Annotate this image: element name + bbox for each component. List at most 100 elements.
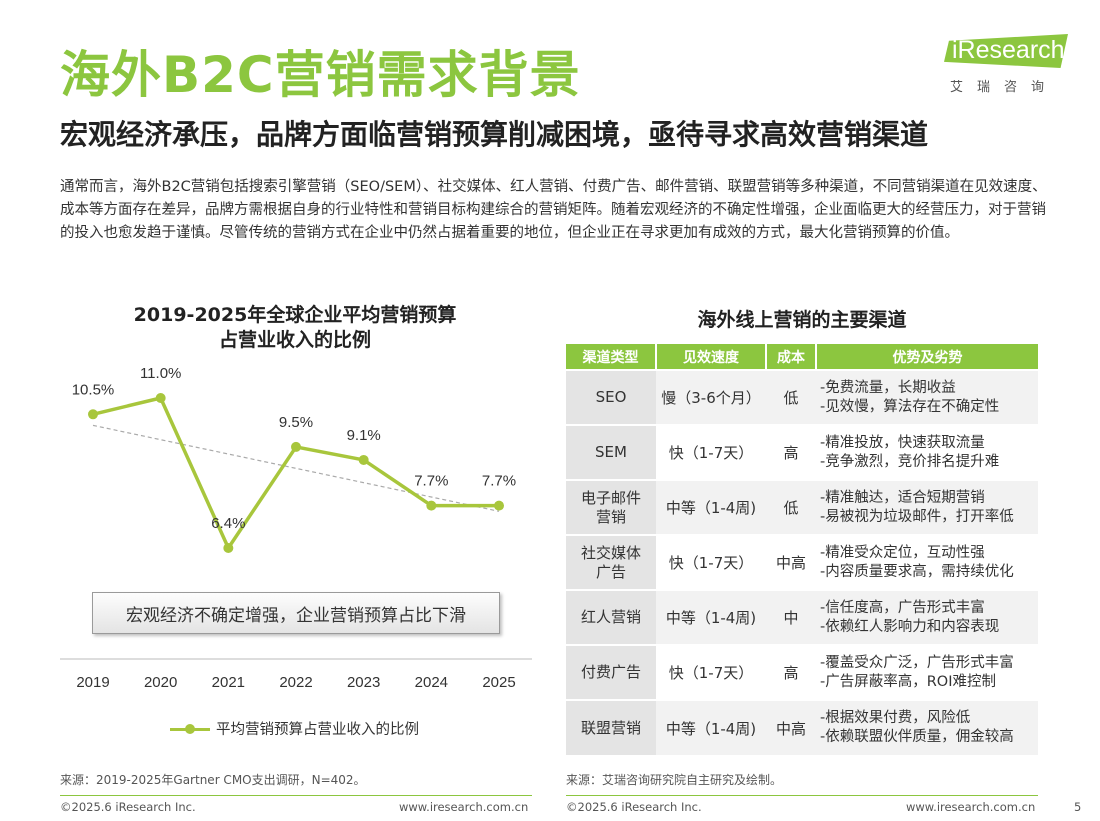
x-tick-label: 2022 — [279, 674, 312, 691]
x-tick-label: 2025 — [482, 674, 515, 691]
pros-cons-line: -精准投放，快速获取流量 — [820, 434, 985, 451]
x-tick-label: 2020 — [144, 674, 177, 691]
cell-cost: 中高 — [766, 699, 816, 755]
header-pros-cons: 优势及劣势 — [816, 344, 1038, 370]
chart-source: 来源：2019-2025年Gartner CMO支出调研，N=402。 — [60, 773, 366, 787]
pros-cons-line: -见效慢，算法存在不确定性 — [820, 398, 1000, 415]
data-point — [155, 393, 166, 403]
cell-speed: 快（1-7天） — [656, 644, 766, 700]
x-tick-label: 2023 — [347, 674, 380, 691]
data-point — [88, 409, 98, 420]
cell-channel-type: 电子邮件 营销 — [566, 479, 656, 535]
data-label: 7.7% — [482, 473, 516, 490]
channel-type-text: 付费广告 — [580, 663, 641, 681]
line-chart: 10.5% 11.0% 6.4% 9.5% 9.1% 7.7% 7.7% 2019 2020 20… — [60, 365, 532, 691]
cell-pros-cons: -根据效果付费，风险低 -依赖联盟伙伴质量，佣金较高 — [816, 699, 1038, 755]
cell-cost: 低 — [766, 479, 816, 535]
channel-type-text: 联盟营销 — [580, 718, 641, 737]
intro-paragraph: 通常而言，海外B2C营销包括搜索引擎营销（SEO/SEM）、社交媒体、红人营销、… — [60, 179, 1047, 241]
data-point — [426, 500, 437, 511]
table-title: 海外线上营销的主要渠道 — [697, 309, 907, 331]
pros-cons-line: -内容质量要求高，需持续优化 — [820, 563, 1014, 580]
legend-label: 平均营销预算占营业收入的比例 — [216, 722, 419, 738]
pros-cons-line: -根据效果付费，风险低 — [820, 710, 971, 726]
cell-speed: 中等（1-4周) — [656, 589, 766, 645]
table-row: 社交媒体 广告 快（1-7天） 中高 -精准受众定位，互动性强 -内容质量要求高，需持续优… — [566, 534, 1038, 590]
footer-divider-right — [566, 795, 1038, 796]
cell-channel-type: SEM — [566, 424, 656, 480]
data-point — [291, 441, 301, 452]
channel-type-text: 红人营销 — [580, 608, 641, 626]
cell-speed: 慢（3-6个月） — [656, 369, 766, 425]
cell-speed: 快（1-7天） — [656, 534, 766, 590]
table-row: SEM 快（1-7天）高 -精准投放，快速获取流量 -竞争激烈，竞价排名提升难 — [566, 424, 1038, 480]
cell-channel-type: 联盟营销 — [566, 699, 656, 755]
chart-callout: 宏观经济不确定增强，企业营销预算占比下滑 — [92, 592, 500, 634]
pros-cons-line: -免费流量，长期收益 — [820, 379, 956, 396]
pros-cons-line: -依赖联盟伙伴质量，佣金较高 — [820, 729, 1014, 745]
data-label: 11.0% — [140, 365, 181, 382]
pros-cons-line: -精准触达，适合短期营销 — [820, 489, 985, 506]
data-point — [494, 500, 504, 511]
cell-cost: 低 — [766, 369, 816, 425]
pros-cons-line: -精准受众定位，互动性强 — [820, 544, 985, 561]
cell-speed: 快（1-7天） — [656, 424, 766, 480]
legend-marker-icon — [170, 722, 210, 736]
footer-url-left: www.iresearch.com.cn — [399, 800, 529, 814]
pros-cons-line: -覆盖受众广泛，广告形式丰富 — [820, 654, 1014, 671]
cell-pros-cons: -覆盖受众广泛，广告形式丰富 -广告屏蔽率高，ROI难控制 — [816, 644, 1038, 700]
footer-url-right: www.iresearch.com.cn — [906, 800, 1036, 814]
chart-title-line1: 2019-2025年全球企业平均营销预算 — [133, 304, 457, 326]
table-row: 付费广告 快（1-7天）高 -覆盖受众广泛，广告形式丰富 -广告屏蔽率高，ROI难控制 — [566, 644, 1038, 700]
logo-text: iResearch — [952, 36, 1065, 64]
table-header-row: 渠道类型 见效速度 成本 优势及劣势 — [566, 344, 1038, 370]
pros-cons-line: -易被视为垃圾邮件，打开率低 — [820, 508, 1014, 525]
chart-title: 2019-2025年全球企业平均营销预算 占营业收入的比例 — [60, 303, 530, 353]
channel-type-text: 营销 — [595, 507, 626, 526]
page-title: 海外B2C营销需求背景 — [60, 46, 581, 104]
data-label: 7.7% — [414, 473, 448, 490]
channel-type-text: 广告 — [595, 562, 626, 581]
trend-line — [92, 424, 500, 512]
table-row: 红人营销 中等（1-4周) 中 -信任度高，广告形式丰富 -依赖红人影响力和内容表现 — [566, 589, 1038, 645]
cell-pros-cons: -精准触达，适合短期营销 -易被视为垃圾邮件，打开率低 — [816, 479, 1038, 535]
data-point — [223, 543, 234, 553]
cell-cost: 高 — [766, 424, 816, 480]
cell-pros-cons: -精准受众定位，互动性强 -内容质量要求高，需持续优化 — [816, 534, 1038, 590]
chart-title-line2: 占营业收入的比例 — [218, 329, 371, 351]
logo-subtext: 艾瑞咨询 — [950, 80, 1059, 95]
channel-type-text: SEO — [595, 388, 627, 406]
x-tick-label: 2019 — [76, 674, 109, 691]
data-label: 9.1% — [347, 427, 381, 444]
channel-type-text: SEM — [595, 443, 627, 461]
cell-pros-cons: -精准投放，快速获取流量 -竞争激烈，竞价排名提升难 — [816, 424, 1038, 480]
page-subtitle: 宏观经济承压，品牌方面临营销预算削减困境，亟待寻求高效营销渠道 — [60, 118, 929, 151]
page-number: 5 — [1074, 800, 1082, 814]
cell-channel-type: 红人营销 — [566, 589, 656, 645]
cell-channel-type: 付费广告 — [566, 644, 656, 700]
table-source: 来源：艾瑞咨询研究院自主研究及绘制。 — [566, 773, 783, 787]
iresearch-logo: iResearch 艾瑞咨询 — [944, 30, 1074, 100]
cell-speed: 中等（1-4周) — [656, 479, 766, 535]
cell-channel-type: 社交媒体 广告 — [566, 534, 656, 590]
pros-cons-line: -广告屏蔽率高，ROI难控制 — [820, 673, 996, 690]
cell-pros-cons: -免费流量，长期收益 -见效慢，算法存在不确定性 — [816, 369, 1038, 425]
channel-type-text: 社交媒体 — [580, 543, 641, 562]
footer-copyright-left: ©2025.6 iResearch Inc. — [60, 800, 196, 814]
cell-cost: 中 — [766, 589, 816, 645]
table-row: SEO 慢（3-6个月）低 -免费流量，长期收益 -见效慢，算法存在不确定性 — [566, 369, 1038, 425]
header-channel-type: 渠道类型 — [566, 344, 657, 370]
pros-cons-line: -信任度高，广告形式丰富 — [820, 599, 985, 616]
data-label: 6.4% — [211, 515, 245, 532]
cell-cost: 高 — [766, 644, 816, 700]
footer-divider-left — [60, 795, 532, 796]
x-tick-label: 2021 — [212, 674, 245, 691]
channel-type-text: 电子邮件 — [580, 488, 641, 507]
table-row: 联盟营销 中等（1-4周) 中高 -根据效果付费，风险低 -依赖联盟伙伴质量，佣金较高 — [566, 699, 1038, 755]
pros-cons-line: -竞争激烈，竞价排名提升难 — [820, 453, 1000, 470]
cell-cost: 中高 — [766, 534, 816, 590]
table-row: 电子邮件 营销 中等（1-4周) 低 -精准触达，适合短期营销 -易被视为垃圾邮件，打开率… — [566, 479, 1038, 535]
x-tick-label: 2024 — [415, 674, 448, 691]
cell-speed: 中等（1-4周) — [656, 699, 766, 755]
data-point — [358, 454, 369, 465]
